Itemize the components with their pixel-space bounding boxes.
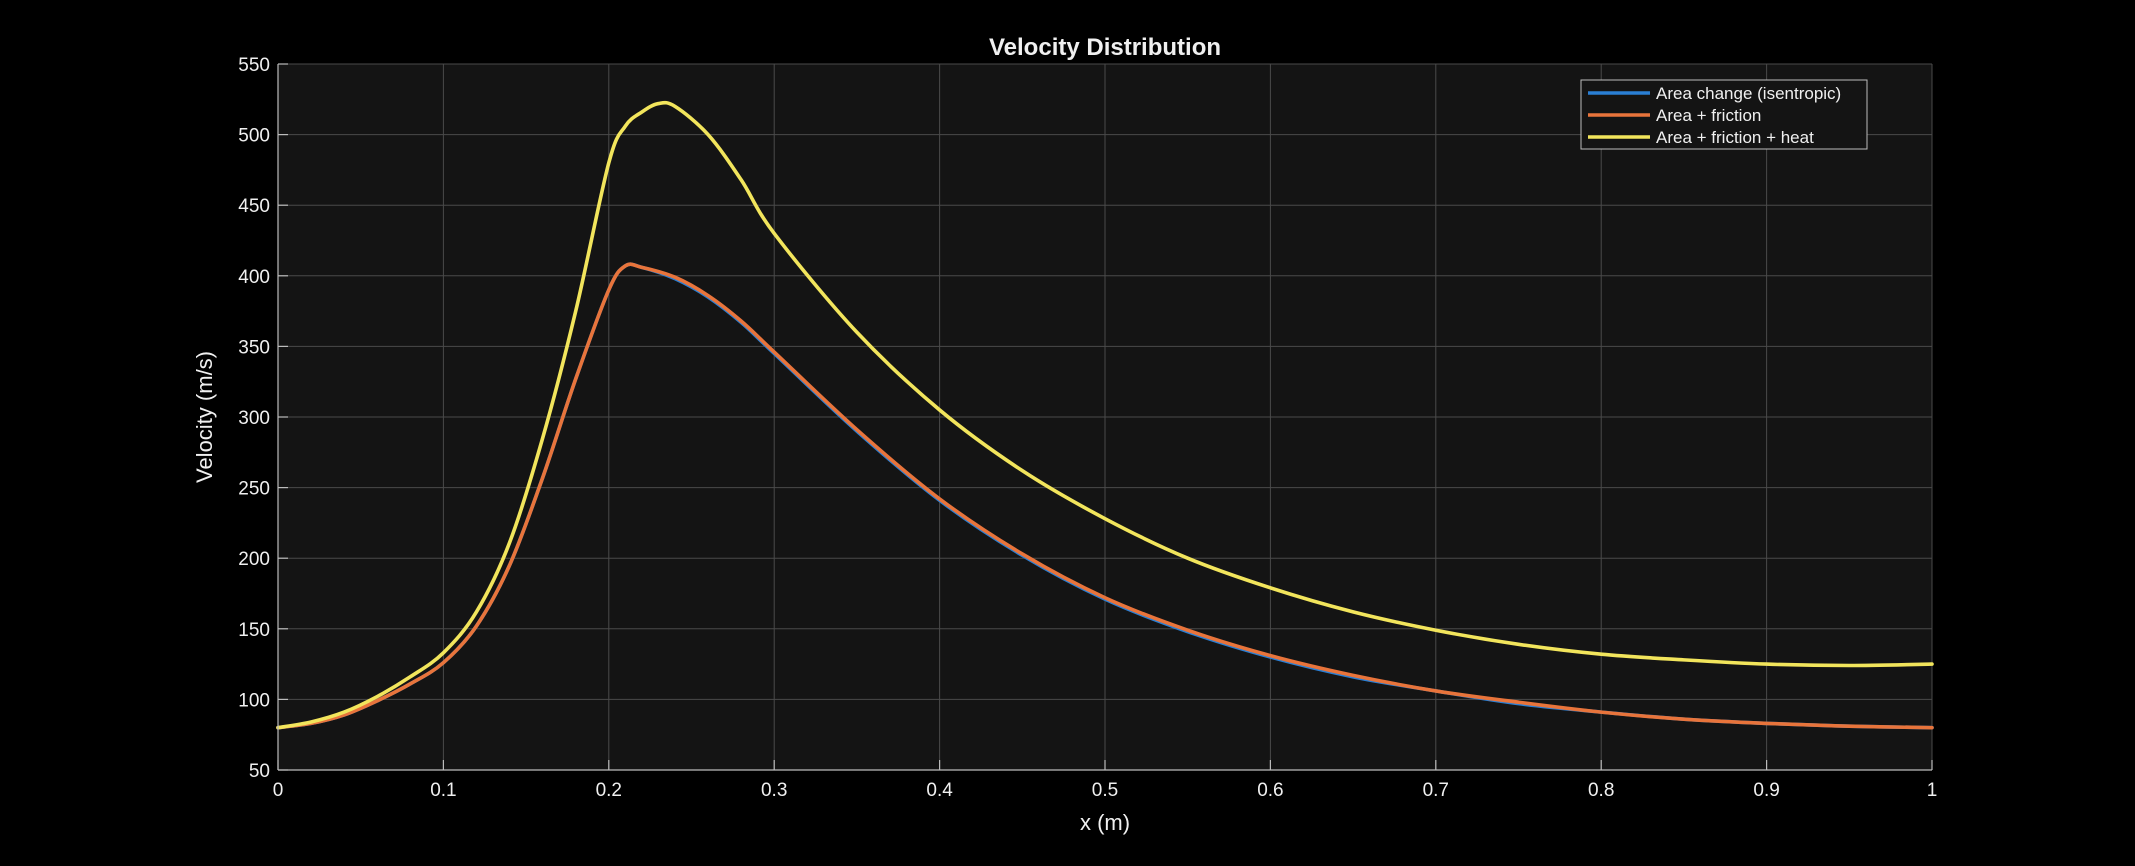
x-axis-label: x (m)	[1080, 810, 1130, 835]
series-lines	[276, 100, 1934, 730]
y-axis-label: Velocity (m/s)	[192, 351, 217, 483]
y-tick-label: 500	[238, 126, 270, 147]
y-tick-label: 200	[238, 549, 270, 570]
y-tick-label: 100	[238, 690, 270, 711]
legend-label: Area change (isentropic)	[1656, 84, 1841, 103]
x-tick-label: 0.9	[1753, 780, 1779, 801]
x-tick-label: 0.4	[926, 780, 953, 801]
legend-label: Area + friction	[1656, 106, 1761, 125]
x-tick-label: 0.6	[1257, 780, 1283, 801]
y-tick-label: 450	[238, 196, 270, 217]
legend-label: Area + friction + heat	[1656, 128, 1814, 147]
tick-labels: 0 0.1 0.2 0.3 0.4 0.5 0.6 0.7 0.8 0.9 150100150200…	[238, 55, 1937, 801]
y-tick-label: 400	[238, 267, 270, 288]
y-tick-label: 50	[249, 761, 270, 782]
chart-title: Velocity Distribution	[989, 34, 1221, 61]
x-tick-label: 0.1	[430, 780, 456, 801]
x-tick-label: 0.5	[1092, 780, 1118, 801]
y-tick-label: 550	[238, 55, 270, 76]
series-line-friction	[276, 262, 1934, 730]
series-line-friction-heat	[276, 100, 1934, 730]
x-tick-label: 0.8	[1588, 780, 1614, 801]
x-tick-label: 0.3	[761, 780, 787, 801]
x-tick-label: 0.2	[596, 780, 622, 801]
y-tick-label: 150	[238, 620, 270, 641]
y-tick-label: 300	[238, 408, 270, 429]
x-tick-label: 0	[273, 780, 284, 801]
y-tick-label: 250	[238, 479, 270, 500]
legend: Area change (isentropic) Area + friction A…	[1580, 79, 1868, 150]
y-tick-label: 350	[238, 337, 270, 358]
x-tick-label: 1	[1927, 780, 1938, 801]
axes	[277, 63, 1933, 771]
x-tick-label: 0.7	[1423, 780, 1449, 801]
